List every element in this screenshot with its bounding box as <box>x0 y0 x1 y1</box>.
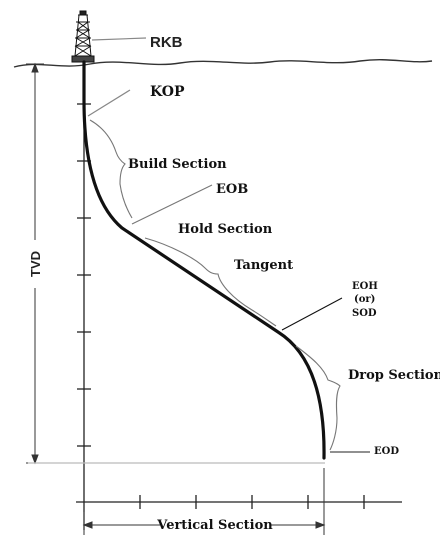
build-section-brace <box>89 119 133 219</box>
horizontal-ruler <box>76 495 402 509</box>
drop-section-brace <box>295 345 341 451</box>
eoh-label: EOH <box>352 281 378 292</box>
sod-label: SOD <box>352 308 377 319</box>
tvd-dimension <box>26 62 44 465</box>
well-path <box>82 60 326 460</box>
build-section-label: Build Section <box>128 157 227 172</box>
rkb-label: RKB <box>150 34 183 51</box>
eob-leader <box>131 184 213 225</box>
eob-label: EOB <box>216 182 248 197</box>
drilling-rig-icon <box>71 10 95 63</box>
hold-section-label: Hold Section <box>178 222 273 237</box>
tvd-label: TVD <box>28 251 43 277</box>
ground-surface-line <box>13 59 433 68</box>
eod-label: EOD <box>374 446 399 457</box>
tangent-label: Tangent <box>234 258 293 273</box>
vertical-section-label: Vertical Section <box>156 518 273 533</box>
hold-section-brace <box>144 237 277 327</box>
kop-leader <box>87 89 131 117</box>
kop-label: KOP <box>150 84 185 100</box>
rkb-leader <box>91 37 147 41</box>
drop-section-label: Drop Section <box>348 368 440 383</box>
eoh-leader <box>281 297 343 331</box>
eoh-or-label: (or) <box>354 294 375 305</box>
vertical-section-dimension <box>82 468 326 535</box>
